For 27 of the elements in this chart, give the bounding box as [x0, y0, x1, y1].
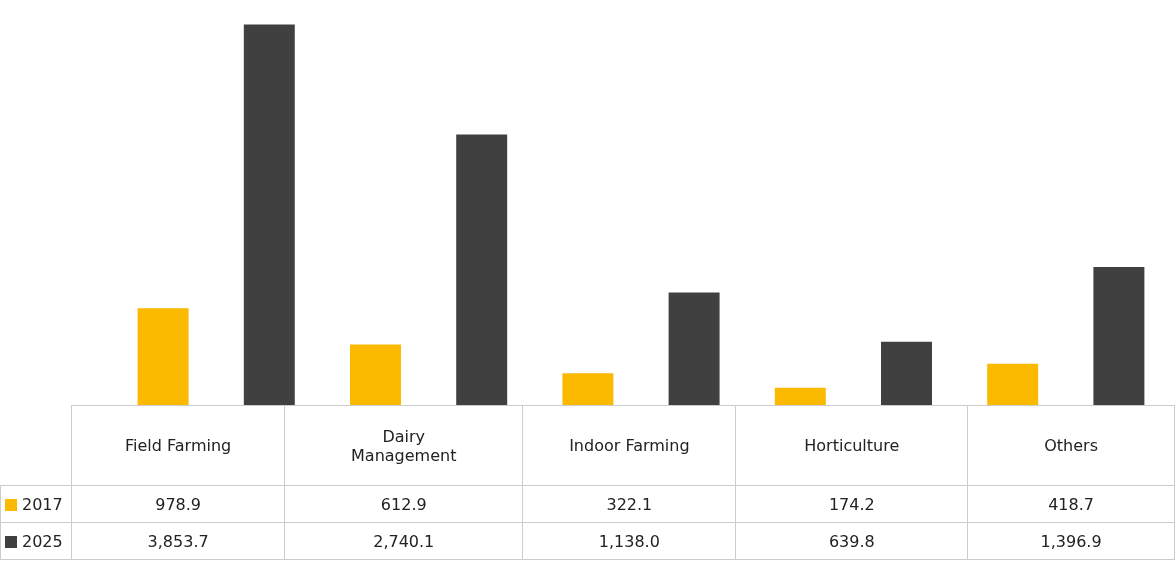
data-label: 1,396.9	[967, 522, 1175, 560]
x-tick-label: Dairy Management	[284, 405, 523, 486]
data-label: 639.8	[735, 522, 968, 560]
legend-label: 2017	[0, 485, 72, 523]
bar	[987, 363, 1039, 405]
x-tick-label: Indoor Farming	[522, 405, 736, 486]
bar	[1093, 267, 1145, 405]
data-label: 174.2	[735, 485, 968, 523]
bar	[243, 24, 295, 405]
data-label: 3,853.7	[71, 522, 285, 560]
data-label: 418.7	[967, 485, 1175, 523]
legend-label: 2025	[0, 522, 72, 560]
bar	[774, 387, 826, 405]
x-tick-label: Field Farming	[71, 405, 285, 486]
bar	[668, 292, 720, 405]
data-label: 2,740.1	[284, 522, 523, 560]
bar	[137, 308, 189, 405]
bar	[881, 341, 932, 405]
bar	[562, 373, 614, 405]
data-label: 612.9	[284, 485, 523, 523]
x-tick-label: Others	[967, 405, 1175, 486]
data-label: 1,138.0	[522, 522, 736, 560]
x-tick-label: Horticulture	[735, 405, 968, 486]
bar	[456, 134, 508, 405]
data-label: 978.9	[71, 485, 285, 523]
data-label: 322.1	[522, 485, 736, 523]
bar	[350, 344, 401, 405]
